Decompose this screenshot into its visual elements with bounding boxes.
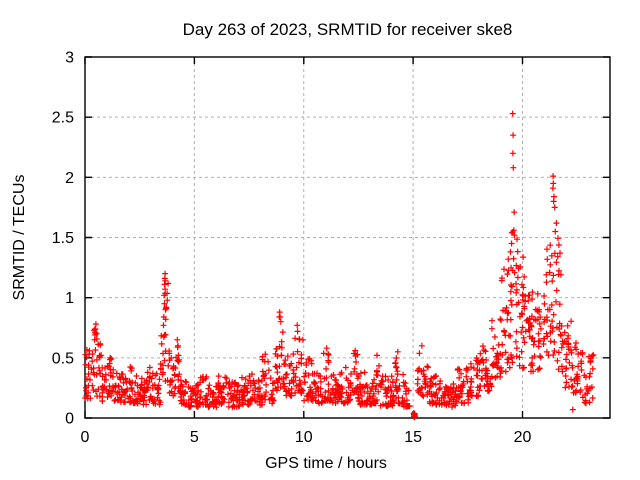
y-tick-label-0.5: 0.5 [52, 350, 74, 367]
y-axis-label: SRMTID / TECUs [11, 175, 28, 301]
x-axis-label: GPS time / hours [265, 455, 387, 472]
x-tick-label-20: 20 [514, 429, 532, 446]
x-tick-label-10: 10 [295, 429, 313, 446]
axis-ticks [84, 56, 610, 419]
y-tick-label-0: 0 [65, 411, 74, 428]
y-tick-label-1: 1 [65, 290, 74, 307]
x-tick-label-5: 5 [190, 429, 199, 446]
y-tick-label-1.5: 1.5 [52, 230, 74, 247]
x-tick-labels: 0 5 10 15 20 [81, 429, 532, 446]
y-tick-label-3: 3 [65, 50, 74, 67]
scatter-points [82, 110, 597, 421]
y-tick-labels: 0 0.5 1 1.5 2 2.5 3 [52, 50, 74, 428]
x-tick-label-0: 0 [81, 429, 90, 446]
chart-title: Day 263 of 2023, SRMTID for receiver ske… [183, 20, 513, 39]
y-tick-label-2: 2 [65, 170, 74, 187]
x-tick-label-15: 15 [404, 429, 422, 446]
y-tick-label-2.5: 2.5 [52, 110, 74, 127]
